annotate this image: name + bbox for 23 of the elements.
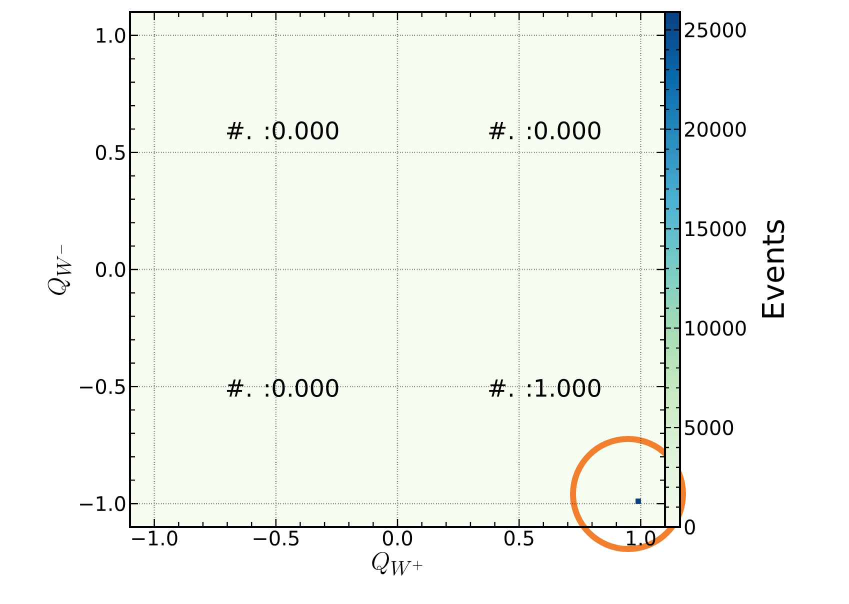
y-axis-title: $Q_{W^-}$ bbox=[48, 245, 72, 295]
y-tick-label: 0.0 bbox=[96, 262, 126, 278]
y-tick-label: −1.0 bbox=[80, 496, 126, 512]
x-tick-label: 0.5 bbox=[504, 530, 534, 546]
color-bar-label: 25000 bbox=[684, 22, 746, 38]
x-axis-title: $Q_{W^+}$ bbox=[372, 552, 422, 576]
x-tick-label: −1.0 bbox=[132, 530, 178, 546]
annotation: #. :0.000 bbox=[226, 121, 338, 140]
color-bar-label: 20000 bbox=[684, 122, 746, 137]
annotation: #. :0.000 bbox=[489, 121, 600, 140]
color-bar-label: 0 bbox=[684, 519, 695, 535]
x-tick-label: 1.0 bbox=[626, 530, 656, 546]
color-bar-title: Events bbox=[762, 220, 784, 318]
y-tick-label: −0.5 bbox=[80, 378, 125, 394]
y-tick-label: 1.0 bbox=[96, 28, 126, 43]
annotation: #. :0.000 bbox=[226, 378, 338, 398]
color-bar-label: 15000 bbox=[686, 221, 746, 236]
x-tick-label: 0.0 bbox=[382, 530, 412, 546]
color-bar-label: 10000 bbox=[686, 320, 746, 336]
y-tick-label: 0.5 bbox=[96, 144, 125, 160]
color-bar-label: 5000 bbox=[685, 420, 734, 436]
annotation: #. :1.000 bbox=[489, 378, 600, 398]
x-tick-label: −0.5 bbox=[254, 530, 298, 546]
